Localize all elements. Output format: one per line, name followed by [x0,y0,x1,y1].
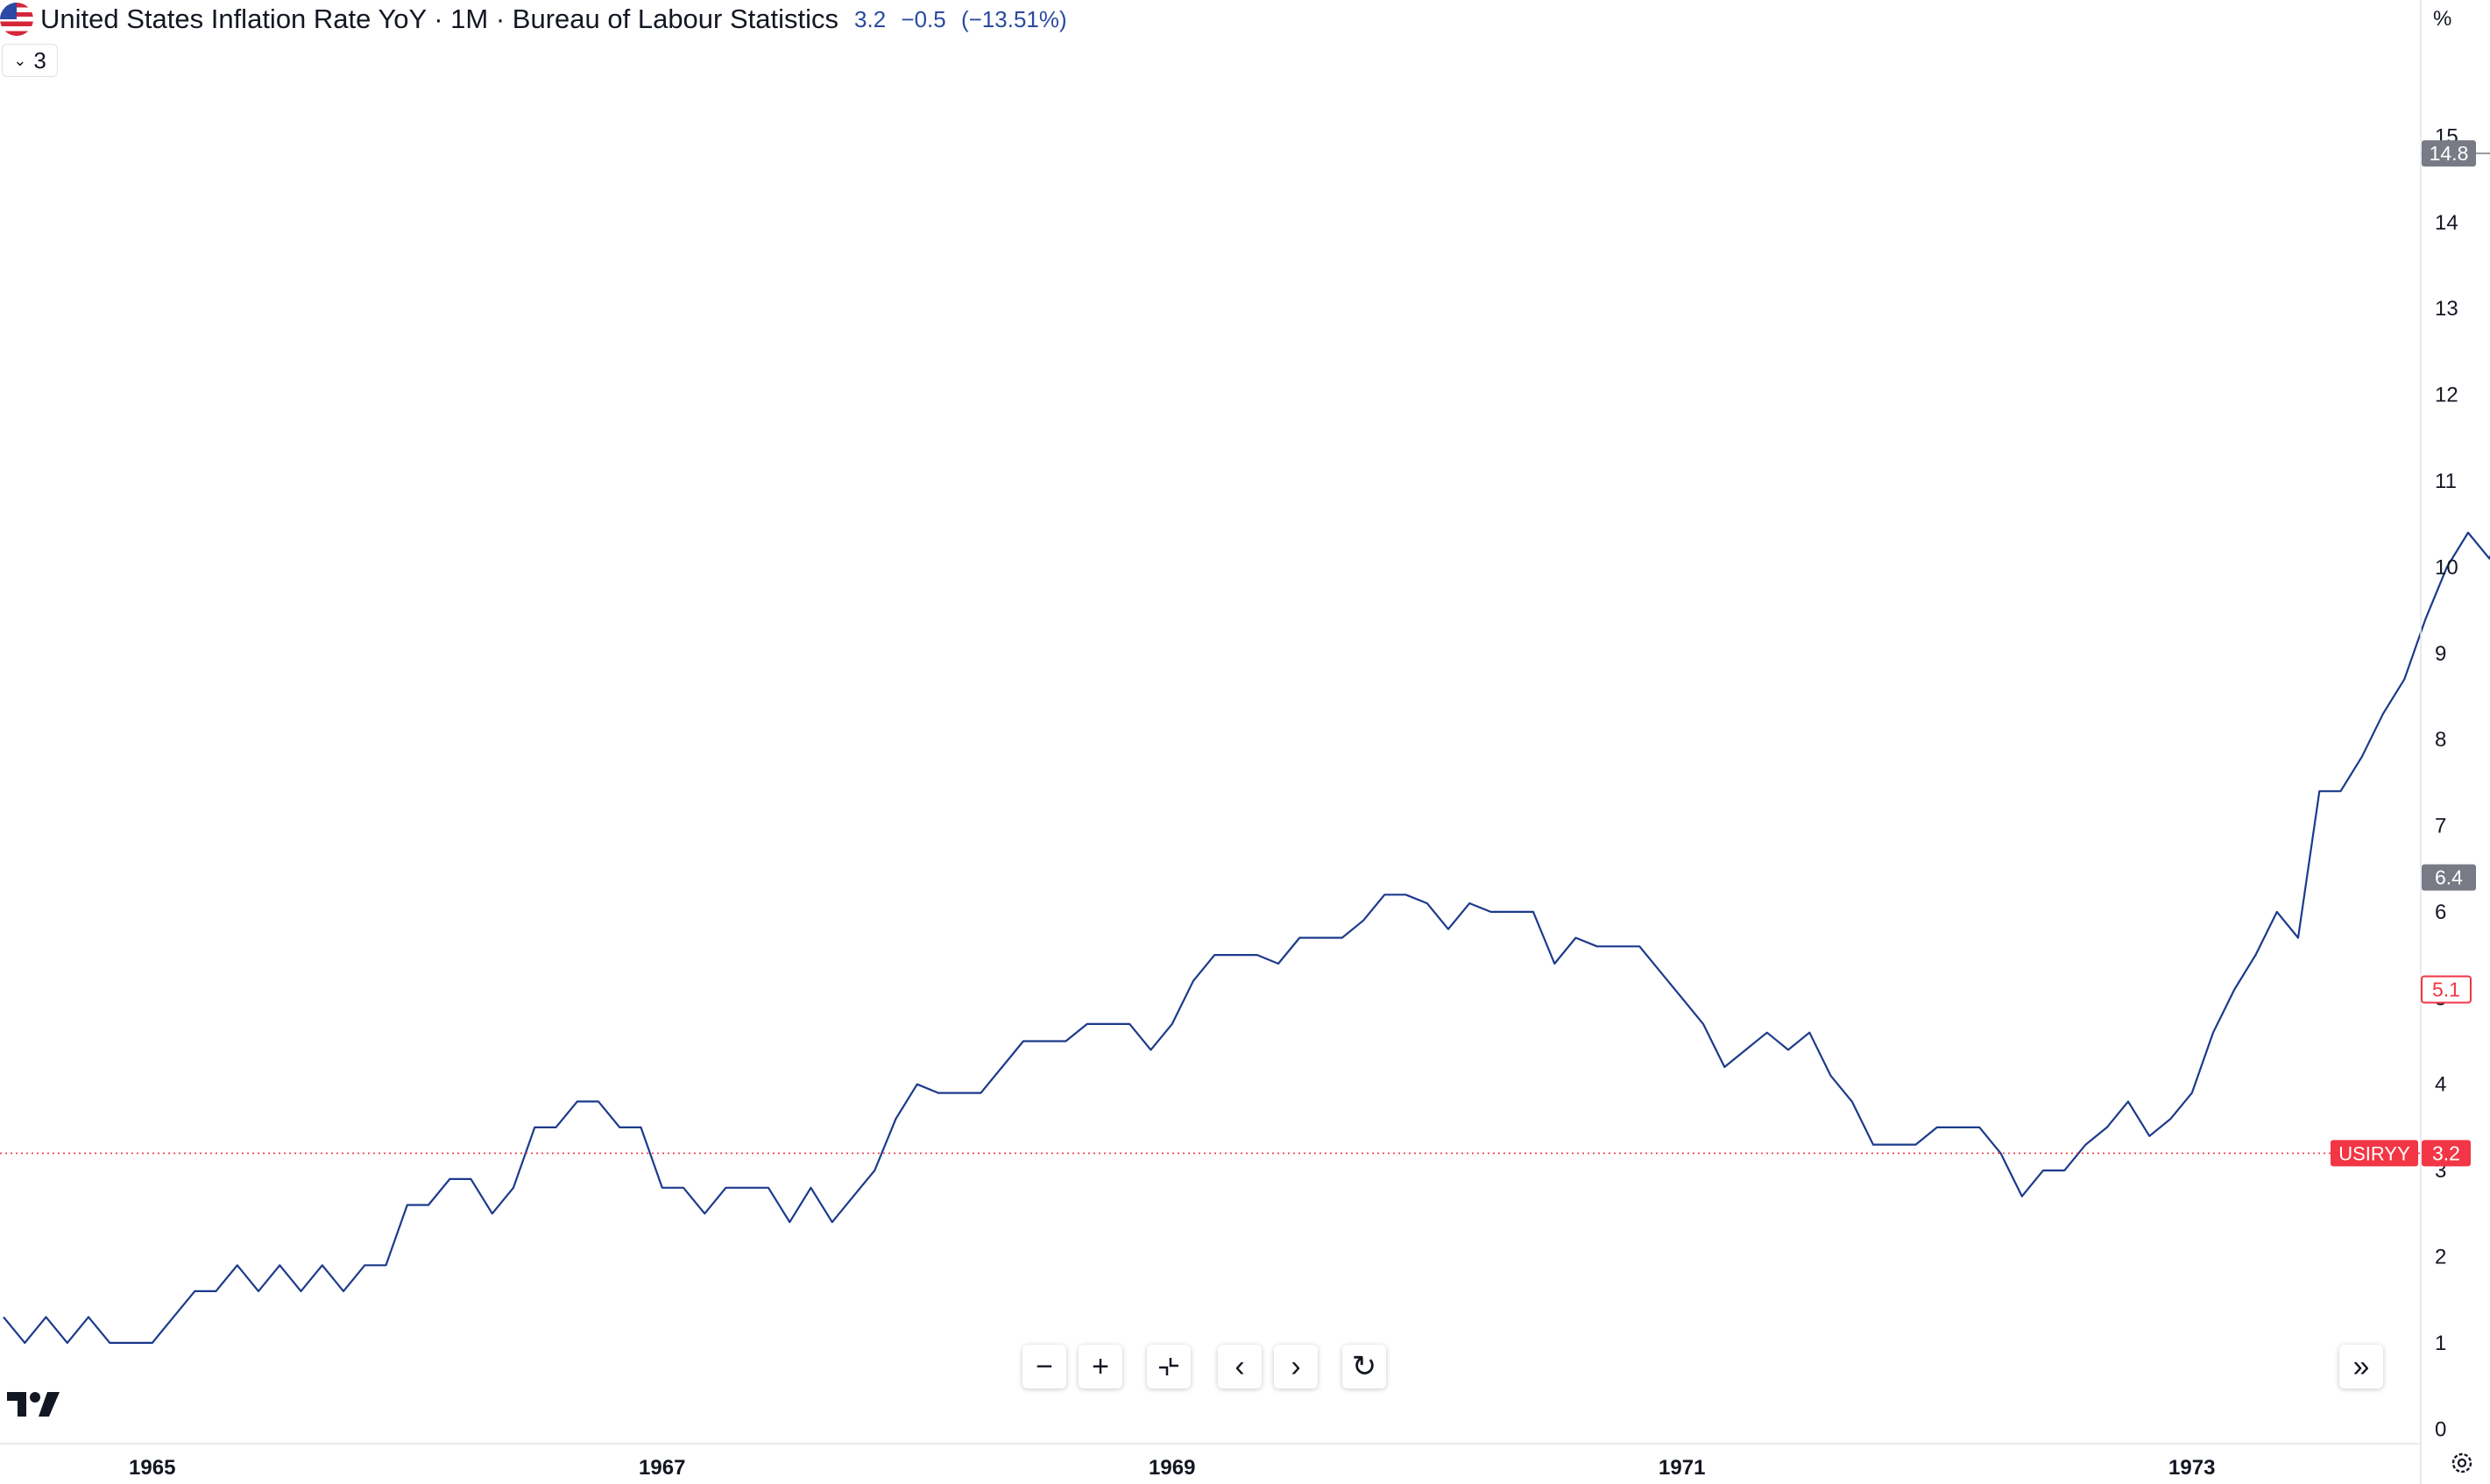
scroll-right-button[interactable]: › [1274,1345,1318,1389]
zoom-in-button[interactable]: + [1079,1345,1122,1389]
refresh-icon: ↻ [1351,1350,1377,1383]
y-tick-label: 9 [2435,642,2446,666]
high-badge [2422,140,2476,167]
price-line [3,531,2490,1344]
legend-values: 3.2 −0.5 (−13.51%) [854,6,1076,33]
indicators-toggle-button[interactable]: ⌄ 3 [2,44,58,77]
chevron-down-icon: ⌄ [13,51,27,69]
double-chevron-right-icon: » [2352,1349,2370,1383]
reset-chart-button[interactable]: ↻ [1342,1345,1386,1389]
last-visible-badge-label: 5.1 [2432,978,2460,1000]
current-price-badge [2422,1140,2471,1167]
y-tick-label: 10 [2435,555,2458,579]
y-tick-label: 11 [2435,470,2457,493]
reset-scale-button[interactable] [1147,1345,1191,1389]
y-tick-label: 13 [2435,297,2458,321]
indicators-count: 3 [33,46,46,74]
legend-last-value: 3.2 [854,5,887,32]
x-axis[interactable]: 1965196719691971197319751977198119831985… [129,1456,2490,1480]
chevron-right-icon: › [1291,1349,1301,1383]
x-tick-label: 1967 [639,1456,685,1480]
compress-icon [1159,1358,1178,1375]
high-badge-label: 14.8 [2430,142,2469,165]
y-tick-label: 1 [2435,1332,2446,1355]
last-visible-badge [2421,975,2472,1004]
x-tick-label: 1971 [1659,1456,1705,1480]
crosshair-badge [2422,864,2476,891]
series-name-label: USIRYY [2338,1142,2410,1164]
y-tick-label: 0 [2435,1417,2446,1441]
x-tick-label: 1965 [129,1456,175,1480]
legend-change-pct: (−13.51%) [960,5,1067,32]
y-tick-label: 4 [2435,1073,2446,1097]
legend-change: −0.5 [901,5,946,32]
y-axis[interactable]: 0123456789101112131415 [2435,124,2458,1441]
series-name-badge [2331,1140,2418,1167]
plus-icon: + [1092,1349,1109,1383]
x-tick-label: 1973 [2168,1456,2215,1480]
us-flag-icon [0,3,33,36]
legend: United States Inflation Rate YoY · 1M · … [0,2,1076,37]
tradingview-logo-icon [7,1392,60,1417]
chevron-left-icon: ‹ [1234,1349,1245,1383]
x-tick-label: 1969 [1149,1456,1195,1480]
scroll-to-realtime-button[interactable]: » [2339,1345,2383,1389]
axis-unit-label[interactable]: % [2433,7,2452,31]
y-tick-label: 6 [2435,901,2446,924]
y-tick-label: 14 [2435,211,2458,235]
scroll-left-button[interactable]: ‹ [1218,1345,1262,1389]
y-tick-label: 12 [2435,384,2458,407]
y-tick-label: 8 [2435,728,2446,752]
legend-title[interactable]: United States Inflation Rate YoY · 1M · … [40,4,839,34]
gear-icon[interactable] [2449,1450,2475,1476]
crosshair-badge-label: 6.4 [2435,866,2463,889]
current-price-badge-label: 3.2 [2432,1141,2460,1164]
y-tick-label: 7 [2435,815,2446,838]
zoom-out-button[interactable]: − [1022,1345,1066,1389]
minus-icon: − [1036,1349,1053,1383]
y-tick-label: 2 [2435,1245,2446,1268]
